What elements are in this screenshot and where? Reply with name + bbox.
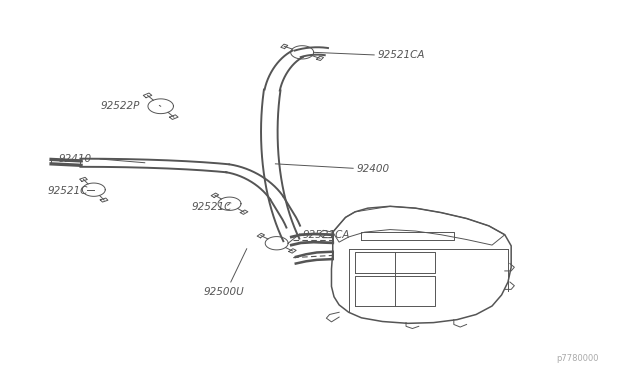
Text: 92410: 92410 <box>59 154 92 164</box>
Text: 92521C: 92521C <box>47 186 88 196</box>
Text: 92521CA: 92521CA <box>378 50 425 60</box>
Text: 92500U: 92500U <box>204 287 244 297</box>
Text: 92521C: 92521C <box>191 202 232 212</box>
Text: 92400: 92400 <box>357 164 390 174</box>
Text: p7780000: p7780000 <box>556 354 598 363</box>
Text: 92521CA: 92521CA <box>302 230 349 240</box>
Text: 92522P: 92522P <box>100 100 140 110</box>
